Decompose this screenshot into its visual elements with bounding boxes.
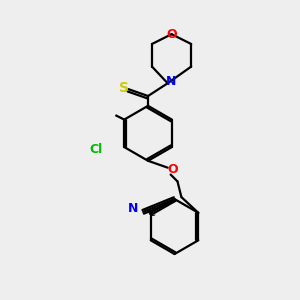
Text: N: N xyxy=(165,75,176,88)
Text: O: O xyxy=(166,28,177,41)
Text: O: O xyxy=(167,163,178,176)
Text: S: S xyxy=(118,81,128,95)
Text: N: N xyxy=(128,202,139,215)
Text: Cl: Cl xyxy=(89,143,103,157)
Text: C: C xyxy=(147,208,155,218)
